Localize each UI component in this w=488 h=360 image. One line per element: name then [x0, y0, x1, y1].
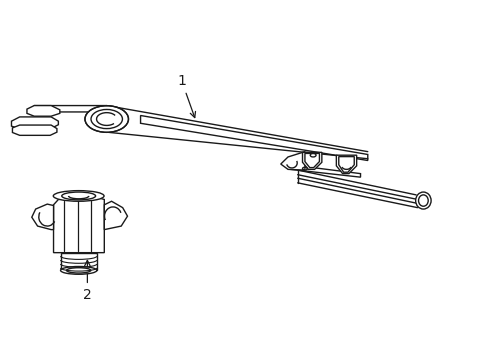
Polygon shape	[53, 196, 104, 253]
Polygon shape	[11, 117, 58, 129]
Text: 1: 1	[177, 74, 195, 118]
Polygon shape	[302, 152, 321, 169]
Polygon shape	[104, 201, 127, 230]
Polygon shape	[32, 204, 53, 230]
Polygon shape	[305, 153, 319, 168]
Ellipse shape	[85, 106, 128, 132]
Text: 2: 2	[83, 260, 92, 302]
Polygon shape	[338, 157, 353, 172]
Ellipse shape	[61, 266, 97, 274]
Polygon shape	[280, 152, 305, 170]
Ellipse shape	[53, 191, 104, 201]
Polygon shape	[12, 125, 57, 135]
Polygon shape	[140, 116, 367, 161]
Polygon shape	[61, 253, 97, 270]
Polygon shape	[290, 165, 360, 177]
Ellipse shape	[415, 192, 430, 209]
Polygon shape	[27, 105, 60, 116]
Polygon shape	[336, 155, 356, 174]
